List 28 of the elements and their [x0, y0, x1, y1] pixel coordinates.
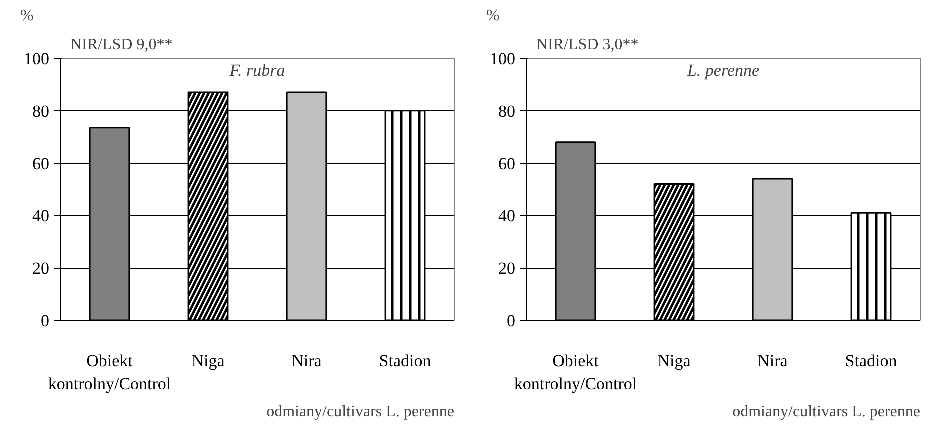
x-axis-title: odmiany/cultivars L. perenne	[732, 404, 920, 420]
x-tick-label: Stadion	[845, 352, 898, 370]
y-tick-label: 20	[32, 259, 50, 278]
x-tick-label: Stadion	[379, 352, 432, 370]
x-tick-label: Nira	[292, 352, 322, 370]
y-tick-label: 0	[507, 312, 516, 330]
y-axis-title: %	[20, 8, 34, 24]
y-tick-label: 40	[32, 206, 50, 226]
chart-title: L. perenne	[686, 61, 760, 80]
x-axis-title: odmiany/cultivars L. perenne	[266, 404, 454, 420]
x-tick-label: Obiekt kontrolny/Control	[514, 352, 638, 394]
y-tick-label: 40	[498, 206, 516, 226]
x-tick-label: Niga	[192, 352, 226, 370]
x-tick-label: Niga	[658, 352, 692, 370]
y-tick-label: 80	[32, 102, 50, 121]
y-tick-label: 20	[498, 259, 516, 278]
y-tick-label: 0	[41, 312, 50, 330]
text: NIR/LSD 9,0**	[70, 36, 173, 54]
chart-title: F. rubra	[228, 61, 286, 80]
text: NIR/LSD 3,0**	[536, 36, 639, 54]
y-tick-label: 80	[498, 102, 516, 121]
y-tick-label: 60	[32, 154, 50, 174]
y-tick-label: 60	[498, 154, 516, 174]
x-tick-label: Nira	[758, 352, 788, 370]
y-axis-title: %	[486, 8, 500, 24]
y-tick-label: 100	[24, 50, 50, 68]
x-tick-label: Obiekt kontrolny/Control	[48, 352, 172, 394]
y-tick-label: 100	[490, 50, 516, 68]
